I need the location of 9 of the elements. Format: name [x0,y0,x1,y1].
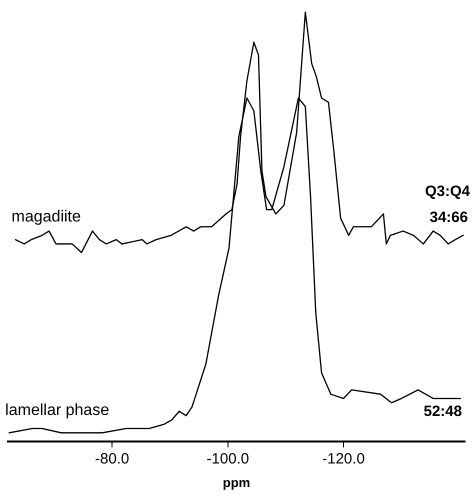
x-axis-title: ppm [222,474,250,490]
annotation: Q3:Q4 [424,183,471,200]
annotation: 52:48 [424,403,462,420]
series-label: lamellar phase [5,402,110,419]
x-tick-label: -120.0 [322,450,365,468]
series-label: magadiite [12,208,81,226]
annotation: 34:66 [430,209,468,226]
x-tick-label: -80.0 [95,450,130,468]
x-tick-label: -100.0 [206,450,250,468]
